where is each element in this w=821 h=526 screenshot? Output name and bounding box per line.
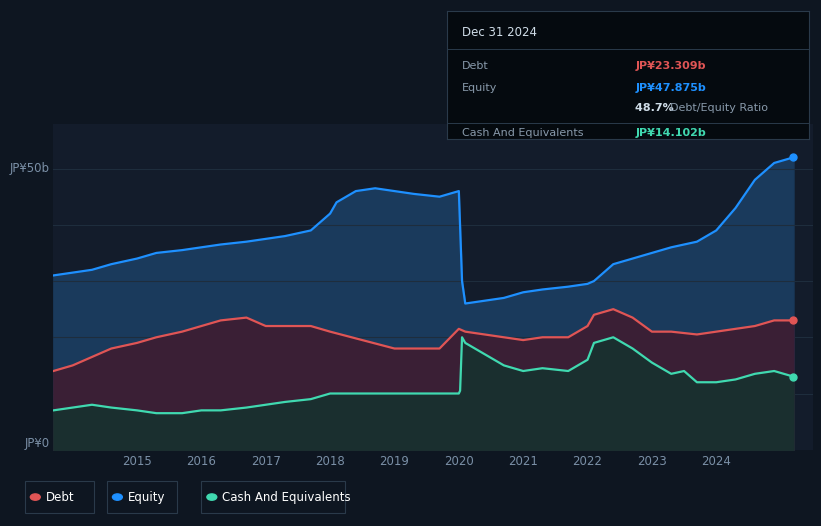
Text: Dec 31 2024: Dec 31 2024 [462,26,537,39]
Text: Debt: Debt [462,61,488,71]
Text: JP¥14.102b: JP¥14.102b [635,128,706,138]
Text: JP¥23.309b: JP¥23.309b [635,61,706,71]
Text: Debt: Debt [46,491,75,503]
Text: Equity: Equity [462,83,498,93]
Text: Cash And Equivalents: Cash And Equivalents [222,491,351,503]
Text: JP¥50b: JP¥50b [10,162,49,175]
Text: 48.7%: 48.7% [635,104,678,114]
Text: JP¥47.875b: JP¥47.875b [635,83,706,93]
Text: Cash And Equivalents: Cash And Equivalents [462,128,584,138]
Text: Equity: Equity [128,491,166,503]
Text: JP¥0: JP¥0 [25,437,49,450]
Text: Debt/Equity Ratio: Debt/Equity Ratio [670,104,768,114]
